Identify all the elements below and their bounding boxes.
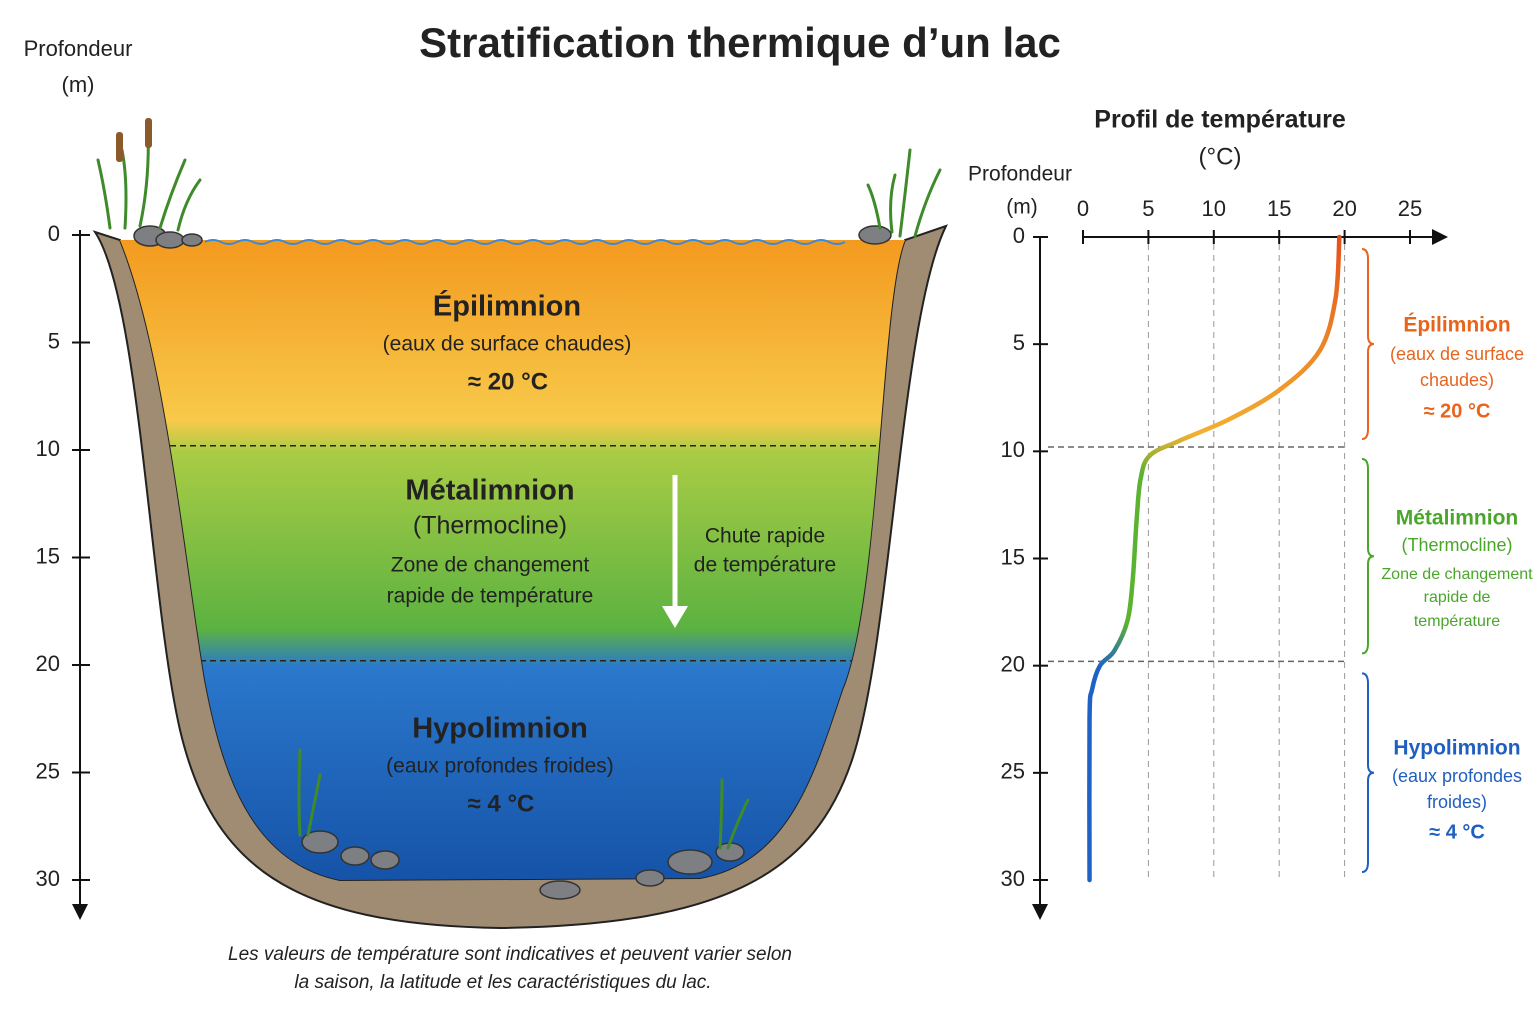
zone-temperature: ≈ 20 °C (468, 368, 548, 395)
zone-description: (eaux de surface chaudes) (383, 333, 632, 356)
note: Les valeurs de température sont indicati… (228, 944, 792, 965)
zone-temperature: ≈ 4 °C (1429, 821, 1485, 843)
title: Stratification thermique d’un lac (419, 19, 1061, 66)
zone-temperature: ≈ 20 °C (1424, 400, 1491, 422)
chart-title: Profil de température (1094, 106, 1346, 134)
y-tick-label: 25 (1001, 759, 1025, 784)
zone-brace (1361, 248, 1375, 441)
y-tick-label: 5 (48, 328, 60, 353)
y-tick-label: 10 (36, 436, 60, 461)
decoration (133, 225, 892, 900)
y-tick-label: 20 (36, 651, 60, 676)
zone-description: rapide de (1424, 589, 1491, 606)
y-tick-label: 20 (1001, 651, 1025, 676)
x-tick-label: 15 (1267, 196, 1291, 221)
y-tick-label: 15 (36, 543, 60, 568)
cattails (116, 118, 152, 162)
zone-description: Zone de changement (391, 554, 590, 577)
zone-description: (Thermocline) (413, 512, 567, 540)
x-tick-label: 25 (1398, 196, 1422, 221)
arrow (662, 475, 688, 628)
zone-description: chaudes) (1420, 370, 1494, 390)
arrow-label: Chute rapide (705, 525, 825, 548)
x-tick-label: 0 (1077, 196, 1089, 221)
temperature-curve (1087, 234, 1342, 883)
zone-brace (1361, 672, 1375, 873)
y-tick-label: 10 (1001, 437, 1025, 462)
y-tick-label: 0 (1013, 223, 1025, 248)
y-tick-label: 15 (1001, 544, 1025, 569)
zone-description: Zone de changement (1381, 566, 1533, 583)
zone-name: Hypolimnion (1393, 737, 1520, 760)
axis-label: (m) (62, 72, 95, 97)
zone-description: (eaux profondes (1392, 766, 1522, 786)
zone-name: Métalimnion (405, 475, 574, 507)
axis-label: (m) (1006, 196, 1037, 219)
zone-temperature: ≈ 4 °C (468, 790, 535, 817)
axis-label: Profondeur (968, 163, 1072, 186)
x-tick-label: 10 (1202, 196, 1226, 221)
zone-description: rapide de température (387, 585, 594, 608)
note: la saison, la latitude et les caractéris… (294, 972, 711, 993)
zone-description: (Thermocline) (1401, 535, 1512, 555)
zone-name: Épilimnion (1403, 314, 1510, 337)
zone-name: Hypolimnion (412, 713, 588, 745)
y-tick-label: 0 (48, 221, 60, 246)
zone-name: Métalimnion (1396, 507, 1519, 530)
y-tick-label: 5 (1013, 330, 1025, 355)
x-tick-label: 5 (1142, 196, 1154, 221)
reeds (96, 123, 942, 850)
axis-label: Profondeur (24, 36, 133, 61)
zone-name: Épilimnion (433, 289, 581, 323)
y-tick-label: 25 (36, 758, 60, 783)
zone-description: (eaux profondes froides) (386, 755, 614, 778)
y-tick-label: 30 (1001, 866, 1025, 891)
zone-description: température (1414, 613, 1500, 630)
water-surface (204, 239, 846, 245)
chart-title: (°C) (1199, 143, 1242, 170)
arrow-label: de température (694, 554, 836, 577)
zone-brace (1361, 458, 1375, 655)
zone-boundaries (120, 444, 905, 662)
water (120, 240, 905, 880)
zone-description: (eaux de surface (1390, 344, 1524, 364)
x-tick-label: 20 (1332, 196, 1356, 221)
zone-description: froides) (1427, 792, 1487, 812)
y-tick-label: 30 (36, 866, 60, 891)
